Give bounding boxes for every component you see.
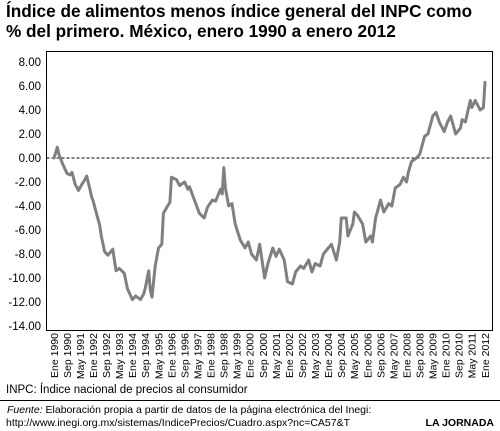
x-tick-label: May 2003 [310,333,322,379]
x-tick-label: Ene 2004 [323,333,335,378]
source-text: Elaboración propia a partir de datos de … [45,404,372,416]
y-tick-label: -4.00 [15,201,41,213]
x-tick-label: May 1993 [114,333,126,379]
x-tick-label: Ene 2012 [480,333,492,378]
source-url: http://www.inegi.org.mx/sistemas/IndiceP… [6,417,351,429]
x-tick-label: Sep 2008 [415,333,427,378]
y-tick-label: 2.00 [19,129,41,141]
x-tick-label: Ene 1992 [88,333,100,378]
y-tick-label: 6.00 [19,81,41,93]
y-tick-label: 8.00 [19,57,41,69]
y-tick-label: -14.00 [8,321,41,333]
x-tick-label: Ene 1990 [49,333,61,378]
x-tick-label: May 2009 [428,333,440,379]
x-tick-label: Sep 1990 [62,333,74,378]
y-tick-label: -2.00 [15,177,41,189]
x-tick-label: Sep 2000 [258,333,270,378]
y-tick-label: -6.00 [15,225,41,237]
chart-title: Índice de alimentos menos índice general… [6,1,473,41]
x-tick-label: Ene 1996 [166,333,178,378]
x-tick-label: May 2011 [467,333,479,378]
x-tick-label: Sep 1998 [219,333,231,378]
x-tick-label: May 1999 [232,333,244,379]
x-tick-label: May 1991 [75,333,87,379]
source-label: Fuente: [7,404,43,416]
x-tick-label: Ene 2010 [441,333,453,378]
x-tick-label: Sep 2010 [454,333,466,378]
x-tick-label: Sep 1992 [101,333,113,378]
footer-divider [0,400,500,401]
x-tick-label: May 2005 [349,333,361,379]
y-tick-label: 0.00 [19,153,41,165]
x-tick-label: May 1995 [153,333,165,379]
plot-frame [46,51,493,331]
x-tick-label: Sep 2004 [336,333,348,378]
y-tick-label: 4.00 [19,105,41,117]
x-tick-label: Sep 1996 [179,333,191,378]
publisher-credit: LA JORNADA [425,417,494,429]
x-tick-label: May 2001 [271,333,283,379]
x-tick-label: Ene 2000 [245,333,257,378]
source-note: Fuente: Elaboración propia a partir de d… [7,404,371,417]
x-tick-label: Ene 2002 [284,333,296,378]
x-tick-label: May 2007 [388,333,400,379]
x-tick-label: Ene 2006 [362,333,374,378]
abbreviation-note: INPC: Índice nacional de precios al cons… [6,384,248,396]
y-tick-label: -12.00 [8,297,41,309]
x-tick-label: Sep 2002 [297,333,309,378]
x-tick-label: Ene 1994 [127,333,139,378]
x-tick-label: Ene 1998 [206,333,218,378]
x-tick-label: Sep 2006 [375,333,387,378]
x-tick-label: Sep 1994 [140,333,152,378]
y-tick-label: -10.00 [8,273,41,285]
y-tick-label: -8.00 [15,249,41,261]
x-tick-label: May 1997 [193,333,205,379]
x-tick-label: Ene 2008 [401,333,413,378]
series-line [52,80,487,302]
